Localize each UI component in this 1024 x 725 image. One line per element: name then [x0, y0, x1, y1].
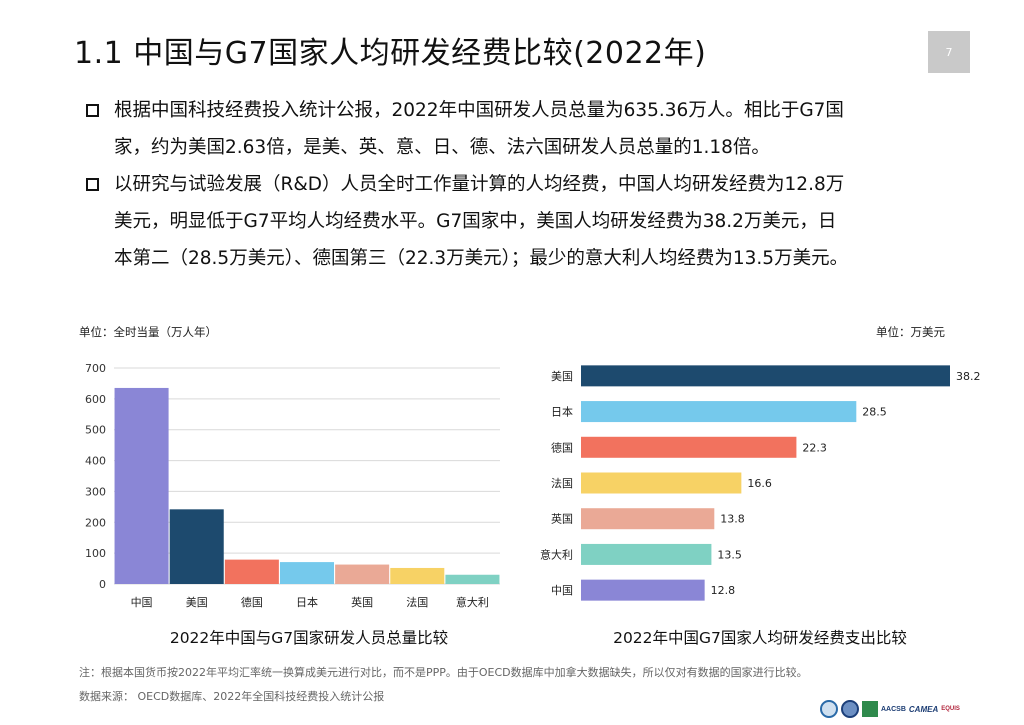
bar: [581, 436, 797, 458]
page-number-badge: 7: [928, 31, 970, 73]
equis-logo: EQUIS: [941, 706, 960, 712]
x-tick-label: 日本: [296, 595, 318, 609]
y-tick-label: 法国: [551, 476, 573, 490]
bar: [581, 472, 742, 494]
bar: [279, 562, 335, 584]
y-tick-label: 中国: [551, 584, 573, 597]
accreditation-logos: AACSB CAMEA EQUIS: [820, 697, 980, 721]
data-source: 数据来源： OECD数据库、2022年全国科技经费投入统计公报: [79, 690, 385, 703]
y-tick-label: 美国: [551, 370, 573, 383]
x-tick-label: 美国: [186, 596, 208, 609]
data-label: 13.5: [717, 548, 742, 561]
data-label: 12.8: [711, 584, 736, 597]
y-tick-label: 400: [85, 455, 106, 468]
bar: [224, 559, 279, 584]
y-tick-label: 100: [85, 547, 106, 560]
bullet-square-icon: [86, 104, 99, 117]
x-tick-label: 法国: [406, 595, 428, 609]
bullet-square-icon: [86, 178, 99, 191]
right-chart-title: 2022年中国G7国家人均研发经费支出比较: [613, 629, 907, 647]
x-tick-label: 意大利: [456, 595, 489, 609]
bullet-line: 家，约为美国2.63倍，是美、英、意、日、德、法六国研发人员总量的1.18倍。: [114, 137, 770, 158]
bar: [581, 401, 857, 423]
y-tick-label: 意大利: [540, 547, 573, 561]
page-title: 1.1 中国与G7国家人均研发经费比较(2022年): [74, 36, 707, 71]
right-chart-unit: 单位：万美元: [876, 325, 945, 339]
bullet-list: 根据中国科技经费投入统计公报，2022年中国研发人员总量为635.36万人。相比…: [84, 92, 984, 277]
y-tick-label: 200: [85, 516, 106, 529]
bullet-line: 本第二（28.5万美元）、德国第三（22.3万美元）；最少的意大利人均经费为13…: [114, 248, 849, 269]
y-tick-label: 英国: [551, 512, 573, 526]
bullet-item: 以研究与试验发展（R&D）人员全时工作量计算的人均经费，中国人均研发经费为12.…: [84, 166, 984, 277]
university-seal-icon: [841, 700, 859, 718]
bullet-line: 根据中国科技经费投入统计公报，2022年中国研发人员总量为635.36万人。相比…: [114, 100, 844, 121]
bar: [335, 564, 390, 584]
y-tick-label: 日本: [551, 405, 573, 419]
y-tick-label: 300: [85, 485, 106, 498]
left-chart-unit: 单位：全时当量（万人年）: [79, 325, 217, 339]
y-tick-label: 德国: [551, 440, 573, 454]
school-seal-icon: [820, 700, 838, 718]
bullet-line: 以研究与试验发展（R&D）人员全时工作量计算的人均经费，中国人均研发经费为12.…: [114, 174, 845, 195]
bar: [581, 543, 712, 565]
data-label: 22.3: [802, 441, 827, 454]
footnote: 注：根据本国货币按2022年平均汇率统一换算成美元进行对比，而不是PPP。由于O…: [79, 666, 808, 679]
x-tick-label: 中国: [131, 596, 153, 609]
camea-logo: CAMEA: [908, 704, 939, 714]
left-chart-title: 2022年中国与G7国家研发人员总量比较: [169, 629, 449, 647]
y-tick-label: 700: [85, 362, 106, 375]
data-label: 13.8: [720, 513, 745, 526]
data-label: 16.6: [747, 477, 772, 490]
data-label: 38.2: [956, 370, 981, 383]
bar: [390, 567, 445, 584]
y-tick-label: 500: [85, 424, 106, 437]
x-tick-label: 英国: [351, 595, 373, 609]
researcher-total-bar-chart: 0 100 200 300 400 500 600 700 中国 美国 德国 日本 英国 法国 意大利: [85, 362, 500, 609]
x-tick-label: 德国: [241, 595, 263, 609]
aacsb-logo: AACSB: [881, 705, 906, 713]
y-tick-label: 600: [85, 393, 106, 406]
y-tick-label: 0: [99, 578, 106, 591]
bar: [114, 387, 169, 584]
bullet-line: 美元，明显低于G7平均人均经费水平。G7国家中，美国人均研发经费为38.2万美元…: [114, 211, 837, 232]
per-capita-spending-bar-chart: 美国 38.2 日本 28.5 德国 22.3 法国 16.6 英国 13.8 意大利 13.5 中国 1…: [540, 365, 981, 601]
accreditation-square-icon: [862, 701, 878, 717]
bar: [581, 579, 705, 601]
bar: [581, 508, 715, 530]
bar: [581, 365, 950, 387]
data-label: 28.5: [862, 406, 887, 419]
bar: [169, 509, 224, 584]
bullet-item: 根据中国科技经费投入统计公报，2022年中国研发人员总量为635.36万人。相比…: [84, 92, 984, 166]
bar: [445, 574, 500, 584]
